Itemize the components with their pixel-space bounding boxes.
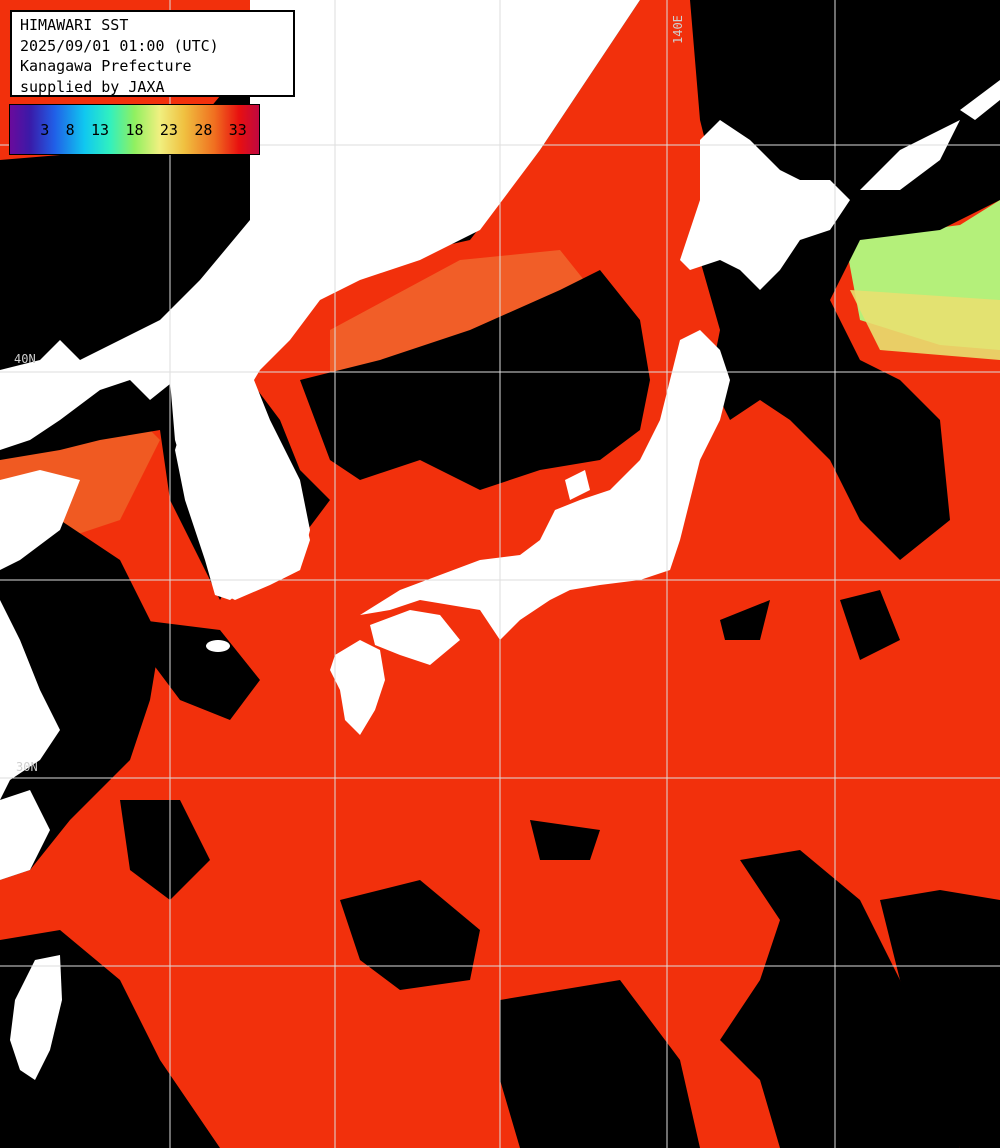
map-title: HIMAWARI SST [20,16,129,34]
color-scale-tick: 28 [194,120,213,139]
latitude-label-30n: 30N [16,760,38,774]
land-masses [0,0,1000,1080]
color-scale-ticks: 3 8 13 18 23 28 33 [10,105,259,154]
map-region: Kanagawa Prefecture [20,57,192,75]
longitude-label-140e: 140E [671,15,685,44]
color-scale-tick: 18 [125,120,144,139]
map-credit: supplied by JAXA [20,77,165,96]
map-datetime: 2025/09/01 01:00 (UTC) [20,36,219,55]
color-scale-tick: 8 [65,120,75,139]
color-scale-tick: 33 [228,120,247,139]
color-scale-tick: 23 [159,120,178,139]
latitude-label-40n: 40N [14,352,36,366]
transition-zone [850,290,1000,360]
color-scale-tick: 3 [40,120,50,139]
color-scale-tick: 13 [91,120,110,139]
map-info-box: HIMAWARI SST 2025/09/01 01:00 (UTC) Kana… [10,10,295,97]
color-scale-legend: 3 8 13 18 23 28 33 [9,104,260,155]
